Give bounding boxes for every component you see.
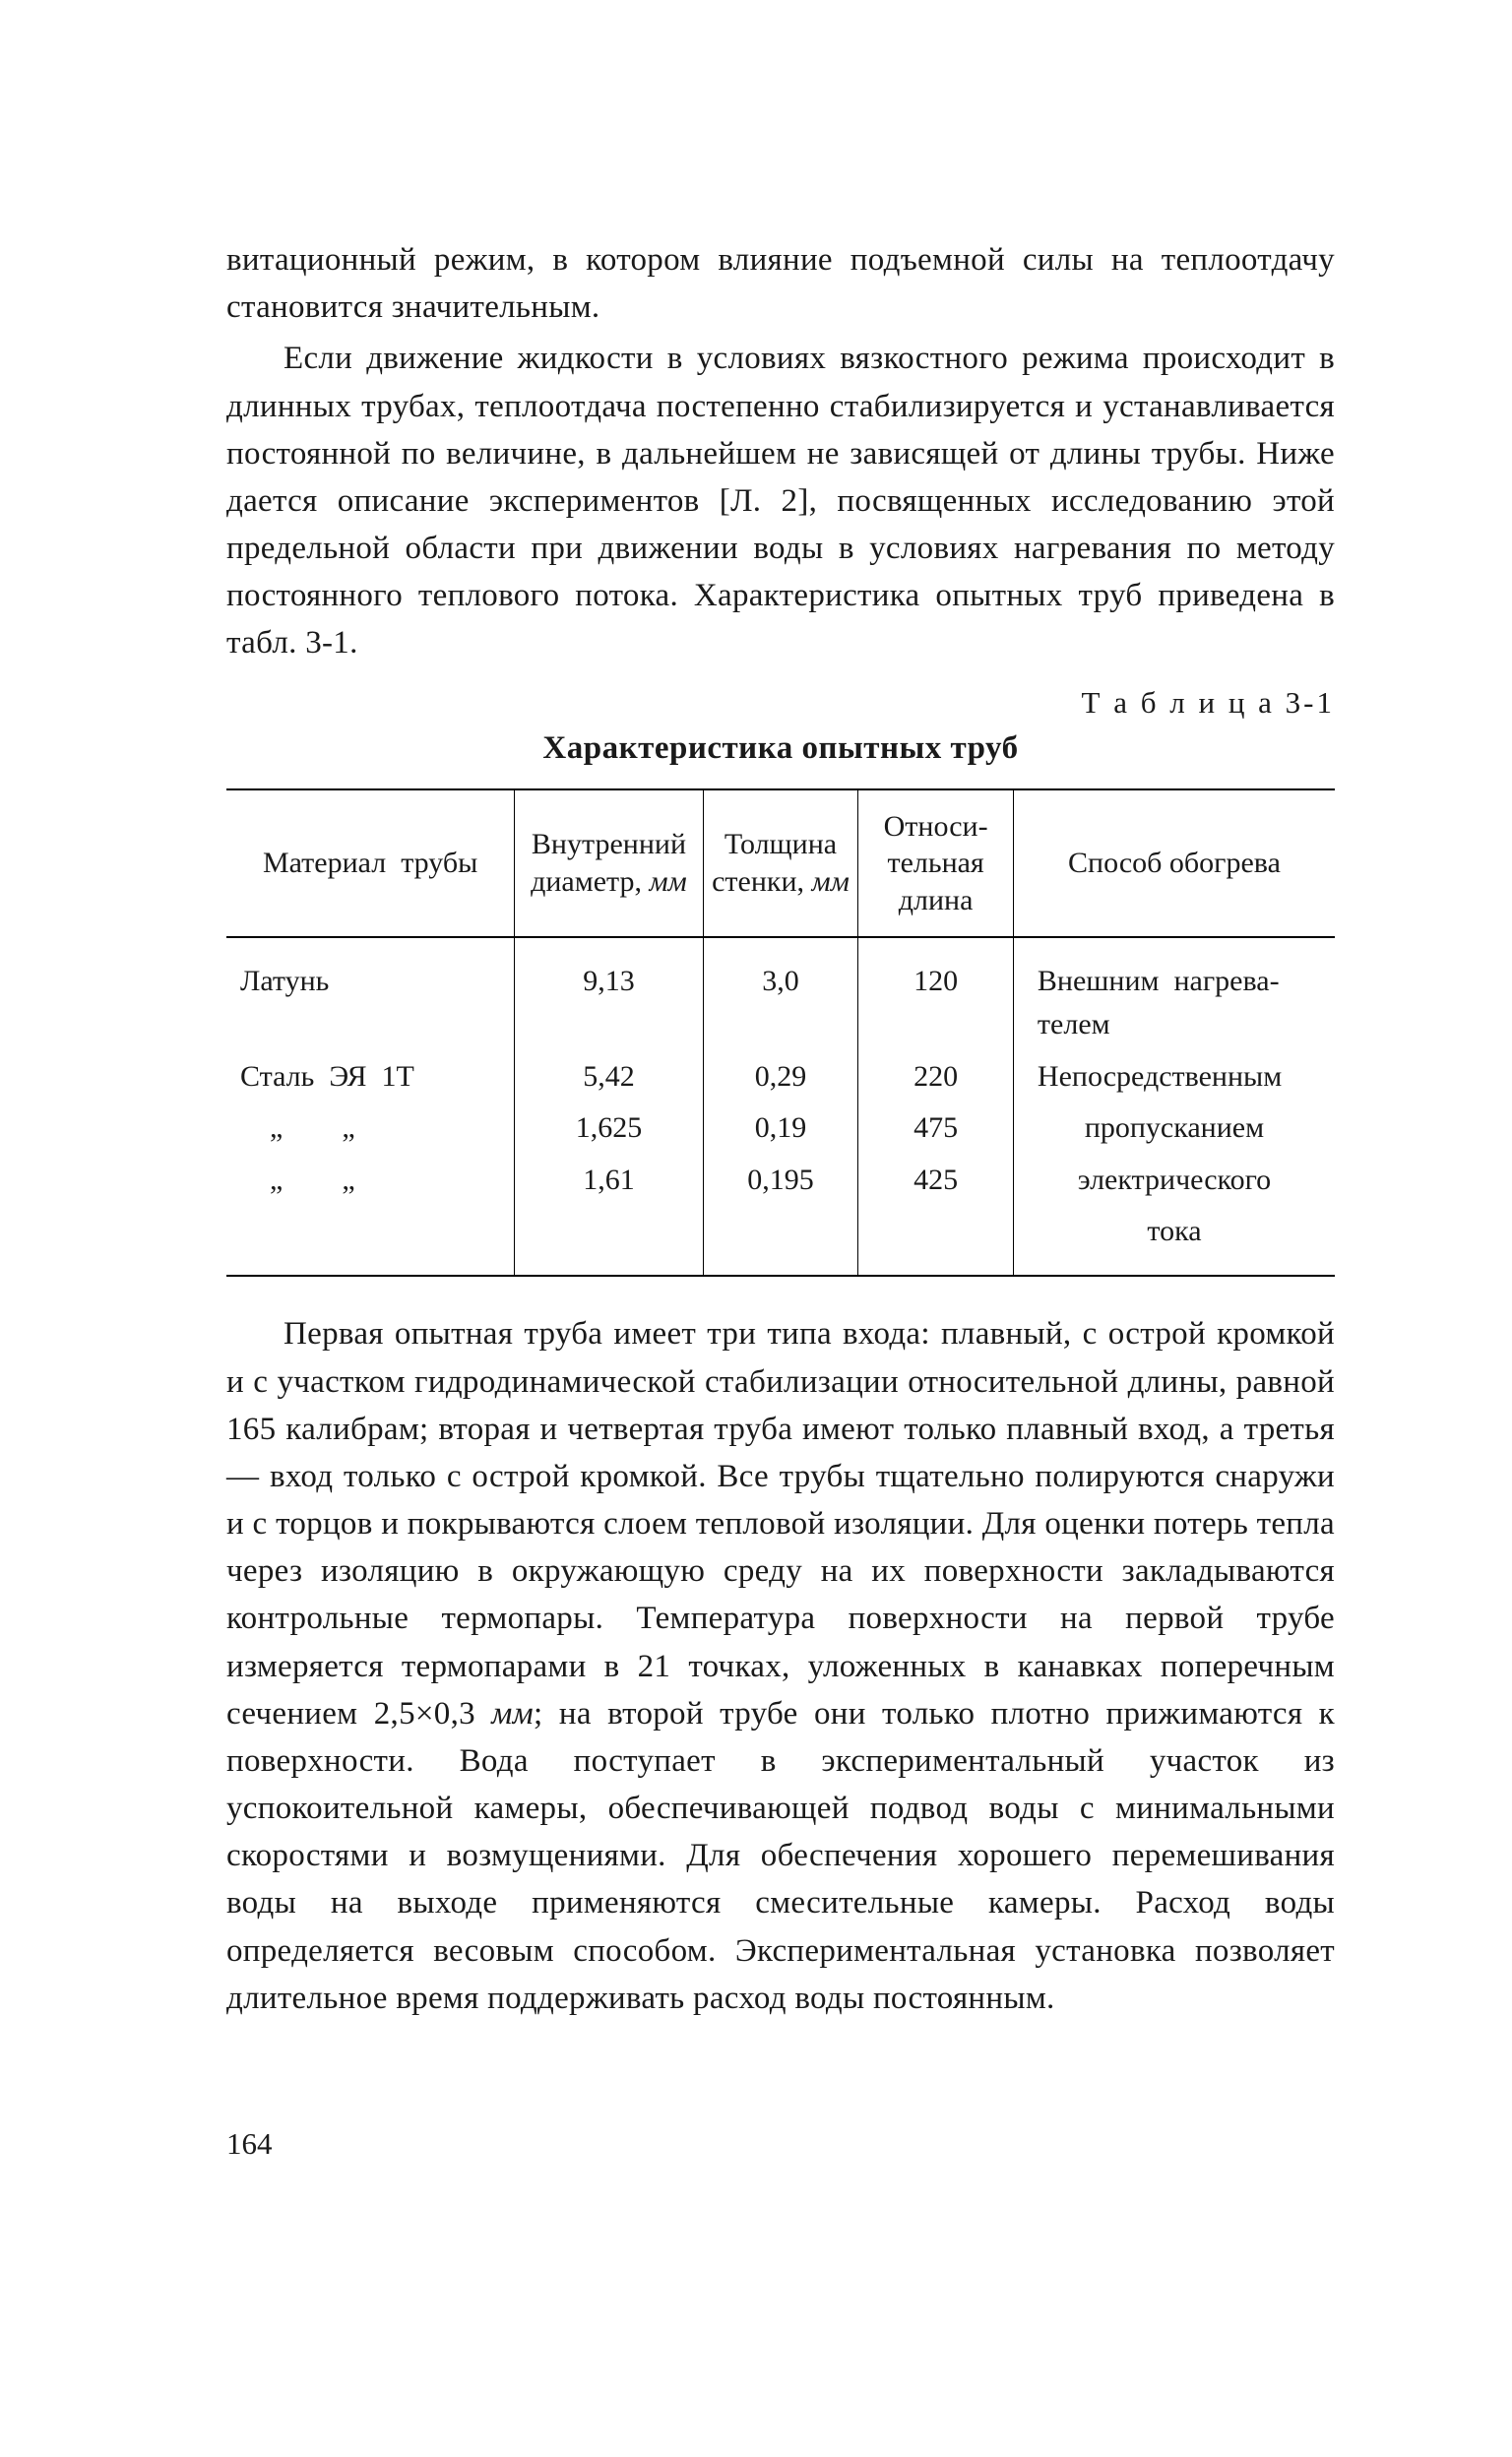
cell: 0,195: [703, 1155, 858, 1206]
cell: 220: [858, 1051, 1014, 1102]
th-diameter: Внутренний диаметр, мм: [515, 789, 703, 938]
paragraph-3-a: Первая опытная труба имеет три типа вход…: [226, 1316, 1335, 1731]
cell: 1,61: [515, 1155, 703, 1206]
cell: тока: [1013, 1206, 1335, 1276]
cell: [858, 1206, 1014, 1276]
table-title: Характеристика опытных труб: [226, 730, 1335, 767]
th-material: Материал трубы: [226, 789, 515, 938]
cell: [226, 1206, 515, 1276]
th-diameter-unit: мм: [650, 865, 687, 898]
cell: 9,13: [515, 937, 703, 1051]
table-row: тока: [226, 1206, 1335, 1276]
cell: 0,29: [703, 1051, 858, 1102]
paragraph-1: витационный режим, в котором влияние под…: [226, 236, 1335, 331]
cell: „ „: [226, 1155, 515, 1206]
paragraph-2-text: Если движение жидкости в условиях вязкос…: [226, 341, 1335, 661]
cell: электрического: [1013, 1155, 1335, 1206]
cell: Непосредственным: [1013, 1051, 1335, 1102]
page: витационный режим, в котором влияние под…: [0, 0, 1512, 2457]
cell: Латунь: [226, 937, 515, 1051]
cell: 120: [858, 937, 1014, 1051]
th-thickness: Толщина стенки, мм: [703, 789, 858, 938]
cell: 5,42: [515, 1051, 703, 1102]
th-thickness-unit: мм: [812, 865, 850, 898]
cell: [515, 1206, 703, 1276]
paragraph-3: Первая опытная труба имеет три типа вход…: [226, 1310, 1335, 2022]
cell: 475: [858, 1102, 1014, 1154]
table-label: Т а б л и ц а 3-1: [226, 685, 1335, 721]
cell: Сталь ЭЯ 1Т: [226, 1051, 515, 1102]
cell: [703, 1206, 858, 1276]
table-row: „ „ 1,61 0,195 425 электрического: [226, 1155, 1335, 1206]
page-number: 164: [226, 2126, 273, 2162]
th-heating: Способ обогрева: [1013, 789, 1335, 938]
cell: „ „: [226, 1102, 515, 1154]
cell: 3,0: [703, 937, 858, 1051]
table-row: „ „ 1,625 0,19 475 пропусканием: [226, 1102, 1335, 1154]
paragraph-3-c: ; на второй трубе они только плотно приж…: [226, 1696, 1335, 2016]
cell: Внешним нагрева-​телем: [1013, 937, 1335, 1051]
paragraph-3-unit: мм: [491, 1696, 534, 1732]
table-row: Сталь ЭЯ 1Т 5,42 0,29 220 Непосредственн…: [226, 1051, 1335, 1102]
table-row: Латунь 9,13 3,0 120 Внешним нагрева-​тел…: [226, 937, 1335, 1051]
table-header-row: Материал трубы Внутренний диаметр, мм То…: [226, 789, 1335, 938]
cell: 1,625: [515, 1102, 703, 1154]
cell: 425: [858, 1155, 1014, 1206]
th-rel-length: Относи-​тельная длина: [858, 789, 1014, 938]
paragraph-2: Если движение жидкости в условиях вязкос…: [226, 335, 1335, 666]
cell: пропусканием: [1013, 1102, 1335, 1154]
data-table: Материал трубы Внутренний диаметр, мм То…: [226, 788, 1335, 1278]
cell: 0,19: [703, 1102, 858, 1154]
